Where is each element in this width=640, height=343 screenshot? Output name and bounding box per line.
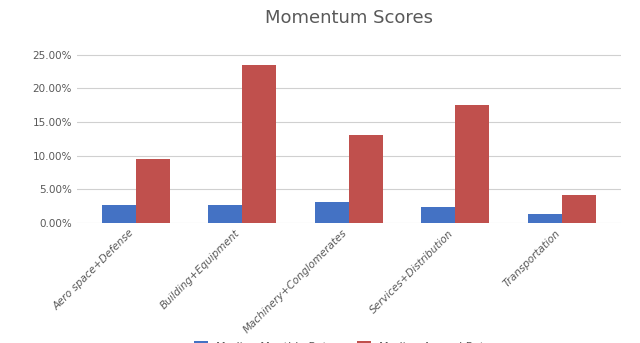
Bar <box>102 205 136 223</box>
Bar <box>456 105 490 223</box>
Bar <box>421 208 456 223</box>
Bar <box>562 195 596 223</box>
Bar <box>349 135 383 223</box>
Bar <box>528 214 562 223</box>
Bar <box>315 202 349 223</box>
Bar <box>136 159 170 223</box>
Bar <box>208 205 242 223</box>
Legend: Median Monthly Return, Median Annual Return: Median Monthly Return, Median Annual Ret… <box>191 338 507 343</box>
Bar <box>242 64 276 223</box>
Title: Momentum Scores: Momentum Scores <box>265 9 433 27</box>
